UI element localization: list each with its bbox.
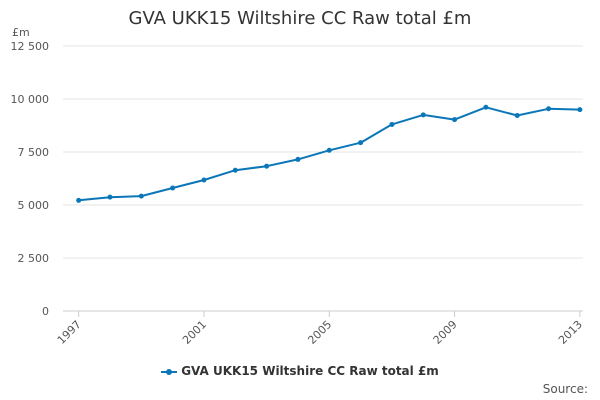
data-point[interactable] xyxy=(201,177,207,183)
y-tick-label: 12 500 xyxy=(11,40,50,53)
legend-series-label: GVA UKK15 Wiltshire CC Raw total £m xyxy=(181,364,439,378)
data-point[interactable] xyxy=(76,197,82,203)
data-point[interactable] xyxy=(107,194,113,200)
x-tick-label: 2009 xyxy=(431,318,460,347)
y-axis-unit-label: £m xyxy=(12,26,30,39)
data-point[interactable] xyxy=(420,112,426,118)
x-tick-label: 2013 xyxy=(556,318,585,347)
data-point[interactable] xyxy=(295,156,301,162)
chart-title: GVA UKK15 Wiltshire CC Raw total £m xyxy=(128,8,472,29)
source-label: Source: xyxy=(542,382,588,396)
data-point[interactable] xyxy=(514,113,520,119)
x-tick-label: 2001 xyxy=(180,318,209,347)
series-layer xyxy=(76,104,583,203)
data-point[interactable] xyxy=(452,117,458,123)
data-point[interactable] xyxy=(358,140,364,146)
data-point[interactable] xyxy=(546,106,552,112)
x-tick-label: 1997 xyxy=(55,318,84,347)
y-tick-label: 2 500 xyxy=(18,252,50,265)
x-tick-label: 2005 xyxy=(305,318,334,347)
data-point[interactable] xyxy=(138,193,144,199)
y-tick-label: 5 000 xyxy=(18,199,50,212)
y-tick-label: 10 000 xyxy=(11,93,50,106)
axes: £m 0 2 500 5 000 7 500 10 000 12 500 1997 2001 20… xyxy=(11,26,585,347)
data-point[interactable] xyxy=(483,104,489,110)
legend[interactable]: GVA UKK15 Wiltshire CC Raw total £m xyxy=(0,364,600,378)
data-point[interactable] xyxy=(326,147,332,153)
data-point[interactable] xyxy=(232,167,238,173)
legend-line-icon xyxy=(161,368,178,375)
y-tick-label: 7 500 xyxy=(18,146,50,159)
series-line xyxy=(78,106,580,202)
data-point[interactable] xyxy=(389,121,395,127)
data-point[interactable] xyxy=(577,107,583,113)
y-tick-label: 0 xyxy=(42,305,49,318)
data-point[interactable] xyxy=(170,185,176,191)
data-point[interactable] xyxy=(264,163,270,169)
